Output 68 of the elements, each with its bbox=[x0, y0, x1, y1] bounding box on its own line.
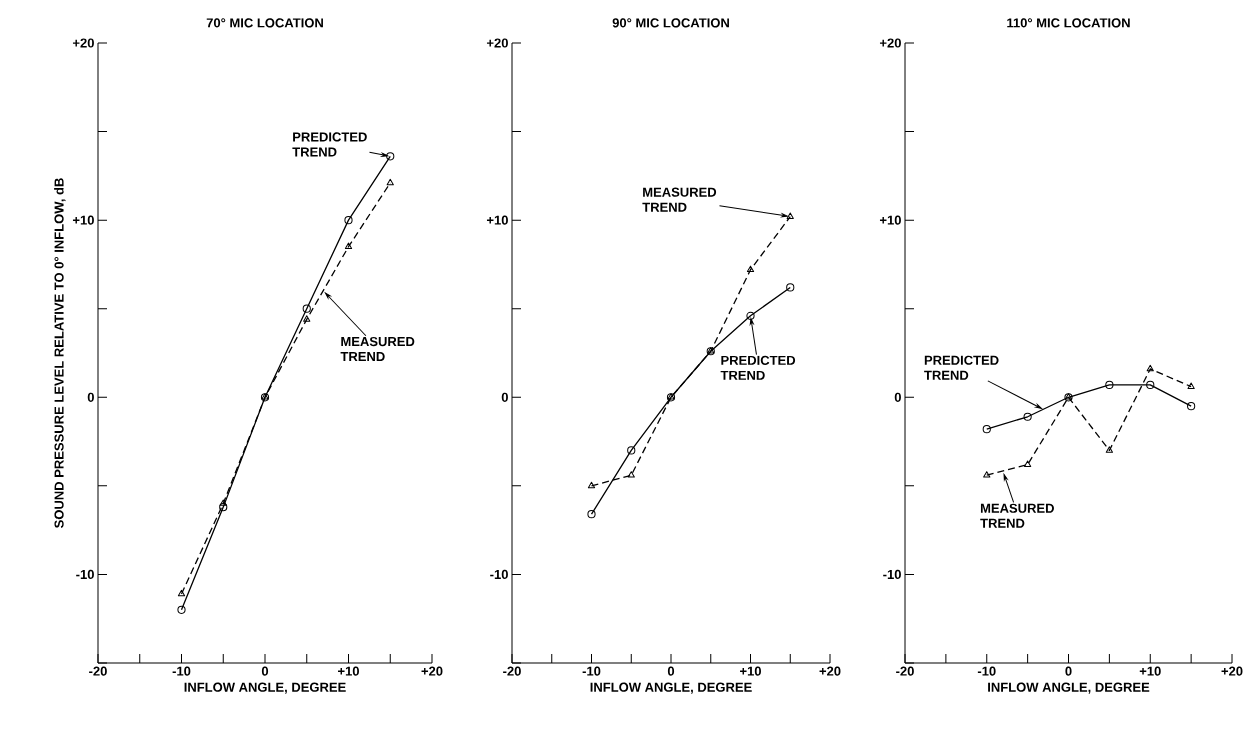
point bbox=[786, 212, 794, 219]
point bbox=[219, 499, 227, 506]
point bbox=[386, 152, 395, 161]
annotation: PREDICTED TREND bbox=[720, 355, 796, 380]
x-tick-label: +20 bbox=[421, 666, 443, 676]
y-tick-label: 0 bbox=[87, 392, 94, 402]
point bbox=[786, 283, 795, 292]
y-tick-label: 0 bbox=[894, 392, 901, 402]
point bbox=[1023, 412, 1032, 421]
y-tick-label: +10 bbox=[486, 215, 508, 225]
point bbox=[1105, 380, 1114, 389]
annotation: MEASURED TREND bbox=[340, 336, 415, 362]
point bbox=[1146, 364, 1154, 372]
x-axis-title: INFLOW ANGLE, DEGREE bbox=[988, 682, 1150, 694]
y-tick-label: +10 bbox=[879, 215, 901, 225]
x-tick-label: +10 bbox=[338, 666, 359, 676]
y-tick-label: +10 bbox=[72, 215, 94, 225]
x-tick-label: -20 bbox=[503, 666, 521, 676]
annotation: PREDICTED TREND bbox=[924, 355, 999, 380]
annotation: PREDICTED TREND bbox=[292, 132, 367, 157]
y-tick-label: +20 bbox=[486, 38, 508, 48]
point bbox=[627, 446, 636, 455]
point bbox=[627, 471, 635, 478]
x-tick-label: 0 bbox=[261, 666, 269, 676]
x-tick-label: +10 bbox=[740, 666, 761, 676]
point bbox=[983, 471, 991, 478]
x-tick-label: -20 bbox=[896, 666, 914, 676]
point bbox=[302, 304, 311, 313]
y-tick-label: -10 bbox=[883, 569, 901, 580]
x-tick-label: -10 bbox=[582, 666, 601, 676]
annotation: MEASURED TREND bbox=[642, 187, 717, 212]
chart-title: 110° MIC LOCATION bbox=[1007, 18, 1130, 28]
point bbox=[1105, 446, 1113, 453]
point bbox=[982, 425, 991, 434]
x-axis-title: INFLOW ANGLE, DEGREE bbox=[590, 682, 752, 694]
point bbox=[1187, 382, 1195, 389]
x-tick-label: -20 bbox=[89, 666, 107, 676]
x-tick-label: +20 bbox=[1221, 666, 1243, 676]
chart-title: 90° MIC LOCATION bbox=[612, 18, 729, 28]
x-tick-label: +10 bbox=[1139, 666, 1161, 676]
point bbox=[219, 503, 228, 512]
chart-title: 70° MIC LOCATION bbox=[206, 18, 323, 28]
y-axis-title: SOUND PRESSURE LEVEL RELATIVE TO 0° INFLOW, dB bbox=[54, 178, 66, 528]
point bbox=[177, 589, 186, 597]
x-tick-label: 0 bbox=[667, 666, 675, 676]
point bbox=[386, 178, 394, 186]
point bbox=[746, 311, 755, 320]
point bbox=[1024, 460, 1032, 467]
point bbox=[1187, 402, 1196, 411]
point bbox=[587, 481, 596, 489]
point bbox=[587, 510, 596, 519]
x-tick-label: -10 bbox=[977, 666, 996, 676]
point bbox=[303, 315, 311, 322]
annotation: MEASURED TREND bbox=[980, 503, 1054, 528]
y-tick-label: +20 bbox=[72, 38, 94, 48]
x-tick-label: +20 bbox=[819, 666, 841, 676]
y-tick-label: +20 bbox=[879, 38, 901, 48]
y-tick-label: 0 bbox=[501, 392, 508, 402]
x-axis-title: INFLOW ANGLE, DEGREE bbox=[184, 682, 346, 694]
x-tick-label: -10 bbox=[172, 666, 191, 676]
point bbox=[344, 242, 353, 250]
point bbox=[746, 265, 755, 273]
x-tick-label: 0 bbox=[1065, 666, 1072, 676]
point bbox=[344, 216, 353, 225]
point bbox=[177, 605, 186, 614]
point bbox=[1146, 380, 1155, 389]
y-tick-label: -10 bbox=[490, 569, 508, 580]
y-tick-label: -10 bbox=[76, 569, 94, 580]
